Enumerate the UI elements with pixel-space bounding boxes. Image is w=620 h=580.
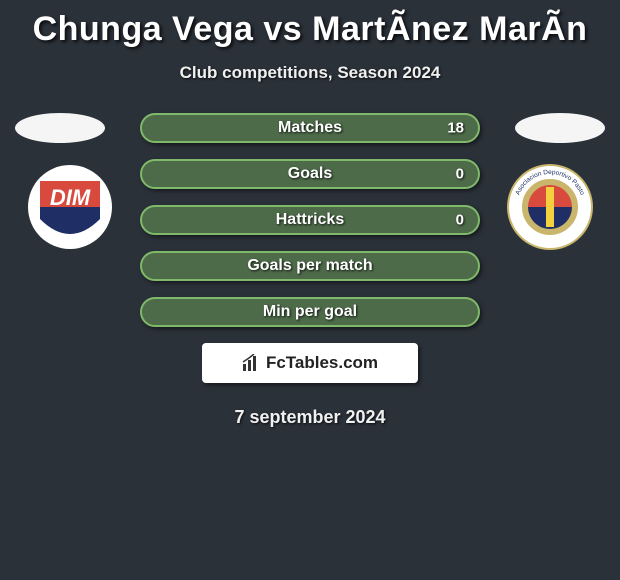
stat-label: Hattricks: [276, 211, 344, 229]
stat-bar: Min per goal: [140, 297, 480, 327]
stat-label: Goals per match: [247, 257, 372, 275]
left-club-badge: DIM: [20, 163, 120, 253]
shield-icon: DIM: [20, 163, 120, 253]
brand-text: FcTables.com: [242, 353, 378, 373]
stat-label: Goals: [288, 165, 332, 183]
stat-bar: Hattricks 0: [140, 205, 480, 235]
brand-logo: FcTables.com: [202, 343, 418, 383]
stat-value: 0: [456, 212, 464, 229]
stat-label: Min per goal: [263, 303, 357, 321]
stats-area: DIM Asociacion Deportivo Pasto Matches 18…: [0, 113, 620, 327]
stat-label: Matches: [278, 119, 342, 137]
stat-bar: Matches 18: [140, 113, 480, 143]
page-title: Chunga Vega vs MartÃ­nez MarÃ­n: [0, 0, 620, 49]
date-line: 7 september 2024: [0, 407, 620, 428]
ring-badge-icon: Asociacion Deportivo Pasto: [500, 163, 600, 253]
stat-bar: Goals 0: [140, 159, 480, 189]
infographic-container: Chunga Vega vs MartÃ­nez MarÃ­n Club com…: [0, 0, 620, 580]
stat-bar: Goals per match: [140, 251, 480, 281]
right-club-badge: Asociacion Deportivo Pasto: [500, 163, 600, 253]
subtitle: Club competitions, Season 2024: [0, 63, 620, 83]
bar-chart-icon: [242, 354, 262, 372]
right-player-ellipse: [515, 113, 605, 143]
brand-label: FcTables.com: [266, 353, 378, 373]
svg-text:DIM: DIM: [50, 185, 91, 210]
stat-value: 18: [447, 120, 464, 137]
left-player-ellipse: [15, 113, 105, 143]
stat-bars: Matches 18 Goals 0 Hattricks 0 Goals per match…: [140, 113, 480, 327]
stat-value: 0: [456, 166, 464, 183]
